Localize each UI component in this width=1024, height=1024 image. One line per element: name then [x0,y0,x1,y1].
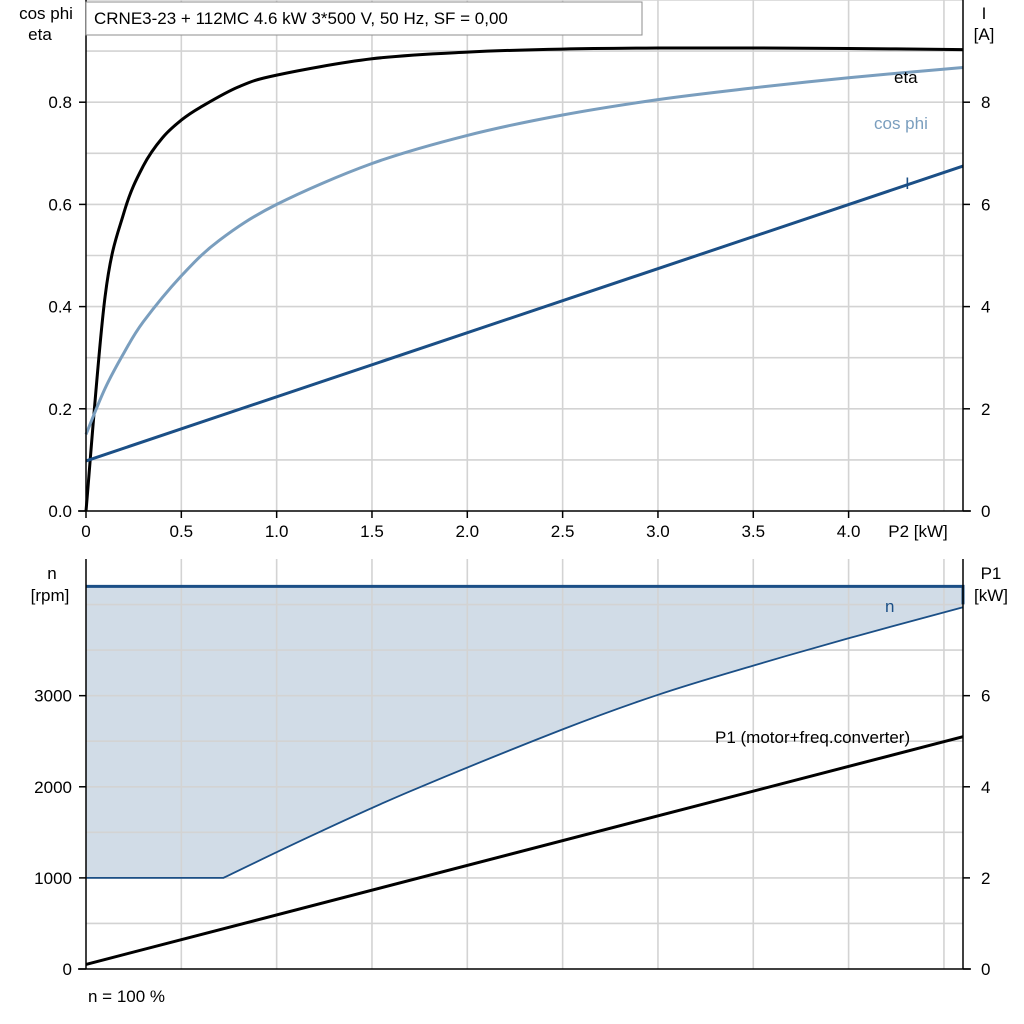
y-right-tick-label: 8 [981,93,990,112]
x-tick-label: 2.0 [455,522,479,541]
top-right-axis-label-line1: I [982,4,987,23]
cos-phi-curve [84,66,964,435]
speed-percent-note: n = 100 % [88,987,165,1006]
y-right-tick-label: 0 [981,502,990,521]
bottom-right-axis-label-line1: P1 [981,564,1002,583]
chart-title: CRNE3-23 + 112MC 4.6 kW 3*500 V, 50 Hz, … [94,9,508,28]
x-tick-label: 3.5 [741,522,765,541]
x-tick-label: 0 [81,522,90,541]
bottom-y-tick-label: 2000 [34,778,72,797]
y-tick-label: 0.8 [48,93,72,112]
x-axis-label: P2 [kW] [888,522,948,541]
eta-label: eta [894,68,918,87]
top-gridlines [86,0,963,511]
y-tick-label: 0.0 [48,502,72,521]
x-tick-label: 4.0 [837,522,861,541]
y-tick-label: 0.4 [48,298,72,317]
bottom-y-right-tick-label: 2 [981,869,990,888]
eta-curve [84,46,964,512]
x-tick-label: 1.0 [265,522,289,541]
p1-label: P1 (motor+freq.converter) [715,728,910,747]
bottom-left-axis-label-line2: [rpm] [31,586,70,605]
bottom-y-right-tick-label: 4 [981,778,990,797]
speed-curve [85,606,964,879]
bottom-left-axis-label-line1: n [47,564,56,583]
bottom-y-right-tick-label: 6 [981,687,990,706]
cos-phi-label: cos phi [874,114,928,133]
y-right-tick-label: 4 [981,298,990,317]
current-curve [85,164,964,463]
bottom-right-axis-label-line2: [kW] [974,586,1008,605]
current-label: I [905,174,910,193]
title-box [85,1,643,36]
y-tick-label: 0.2 [48,400,72,419]
top-left-axis-label-line1: cos phi [19,4,73,23]
top-left-axis-label-line2: eta [28,25,52,44]
top-right-axis-label-line2: [A] [974,25,995,44]
y-tick-label: 0.6 [48,195,72,214]
y-right-tick-label: 2 [981,400,990,419]
bottom-y-right-tick-label: 0 [981,960,990,979]
bottom-y-tick-label: 1000 [34,869,72,888]
top-axes: 0 0.5 1.0 1.5 2.0 2.5 3.0 3.5 4.0 0.0 0.2 0.4 0.6 0.8… [48,0,990,541]
x-tick-label: 3.0 [646,522,670,541]
bottom-y-tick-label: 0 [63,960,72,979]
speed-label: n [885,597,894,616]
x-tick-label: 0.5 [170,522,194,541]
bottom-axes: 0 1000 2000 3000 0 2 4 6 [34,559,990,979]
x-tick-label: 2.5 [551,522,575,541]
x-tick-label: 1.5 [360,522,384,541]
p1-curve [85,735,964,966]
y-right-tick-label: 6 [981,195,990,214]
bottom-gridlines [86,559,963,969]
bottom-y-tick-label: 3000 [34,687,72,706]
speed-range-area [86,586,963,878]
